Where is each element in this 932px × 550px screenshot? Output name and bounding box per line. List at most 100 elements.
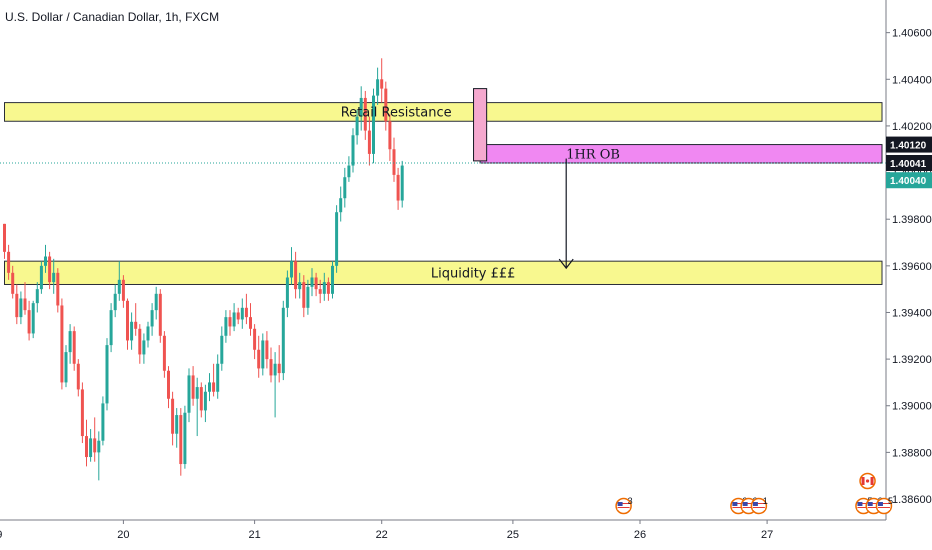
candle (97, 431, 101, 481)
flag-stripe (732, 505, 745, 506)
candle-body (359, 97, 363, 117)
candle-body (285, 277, 289, 308)
candle-body (335, 212, 339, 266)
candle (339, 186, 343, 222)
candle (253, 324, 257, 360)
candle (7, 244, 11, 280)
candle (130, 312, 134, 350)
candle (171, 391, 175, 446)
candle (261, 333, 265, 376)
event-flag-ca-icon (859, 472, 876, 490)
candle-body (31, 303, 35, 334)
flag-stripe (877, 505, 890, 506)
candle-body (396, 174, 400, 201)
candle-body (3, 223, 6, 252)
candle (52, 258, 56, 294)
candle-body (130, 321, 134, 341)
candle-body (216, 363, 220, 392)
zone-box (4, 102, 883, 122)
candle-body (294, 261, 298, 290)
flag-canton (752, 502, 758, 506)
candle-body (97, 440, 101, 453)
candle-body (351, 135, 355, 166)
candle (220, 326, 224, 371)
candle (322, 272, 326, 301)
candle (396, 167, 400, 210)
candle-body (72, 331, 76, 364)
zone-box (479, 144, 883, 164)
flag-stripe (867, 507, 880, 508)
y-tick-label: 1.39000 (892, 401, 932, 413)
flag-stripe (617, 507, 630, 508)
candle-body (400, 165, 404, 201)
candle (347, 156, 351, 182)
candle-body (146, 326, 150, 341)
candle-body (167, 370, 170, 399)
candle-body (48, 256, 52, 283)
flag-stripe (752, 505, 765, 506)
flag-stripe (877, 503, 890, 504)
candle-body (158, 293, 162, 336)
flag-stripe (877, 509, 890, 510)
candle (76, 359, 80, 397)
price-label-bg (886, 172, 932, 189)
candle (39, 261, 43, 294)
candle (240, 298, 244, 329)
candle (101, 396, 105, 446)
candle (331, 261, 334, 299)
candle (19, 291, 23, 325)
candle-body (392, 149, 396, 175)
candle (367, 116, 371, 166)
candle (265, 331, 269, 369)
candle (150, 303, 154, 336)
events-layer: 3331535 (615, 472, 893, 515)
candle-body (138, 328, 142, 355)
candle-body (261, 340, 265, 369)
flag-stripe (732, 507, 745, 508)
flag-stripe (857, 505, 870, 506)
candle-body (277, 363, 281, 374)
x-tick-label: 26 (634, 529, 646, 541)
price-label: 1.40041 (886, 154, 932, 171)
candle (167, 366, 170, 409)
candle-body (326, 282, 330, 294)
candle (355, 109, 359, 145)
candle (154, 286, 158, 320)
candle-body (117, 279, 121, 294)
zones-layer (4, 88, 883, 285)
candle (199, 382, 203, 418)
x-tick-label: 22 (376, 529, 388, 541)
candle-body (376, 79, 380, 96)
y-tick-label: 1.40600 (892, 28, 932, 40)
candle (191, 366, 195, 406)
candle-body (199, 387, 203, 411)
candle (3, 223, 6, 259)
candle (44, 244, 47, 273)
candle (372, 88, 375, 164)
flag-canton (867, 502, 873, 506)
candle-body (101, 403, 105, 441)
candle-body (367, 130, 371, 154)
candle-body (236, 312, 240, 320)
candle-body (343, 177, 347, 199)
candle-body (372, 95, 375, 154)
candle-body (191, 375, 195, 399)
candle-body (318, 289, 322, 294)
flag-stripe (752, 507, 765, 508)
candle-body (179, 415, 183, 465)
candle (351, 128, 355, 173)
candle-body (68, 331, 72, 353)
price-label-text: 1.40120 (890, 141, 927, 152)
flag-stripe (617, 509, 630, 510)
candle-body (60, 305, 64, 383)
y-tick-label: 1.39200 (892, 354, 932, 366)
candle-body (355, 116, 359, 136)
flag-canton (857, 502, 863, 506)
candle (359, 86, 363, 131)
candle-body (269, 359, 273, 376)
candle-body (150, 310, 154, 327)
candle-body (314, 277, 318, 290)
candle (72, 326, 76, 371)
candle-body (339, 198, 343, 213)
